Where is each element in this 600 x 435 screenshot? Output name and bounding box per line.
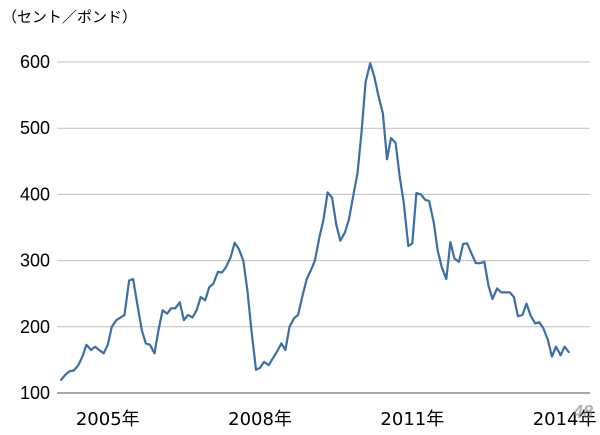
y-tick-label: 200: [20, 317, 50, 337]
x-tick-label: 2014年: [533, 409, 597, 430]
y-tick-label: 400: [20, 184, 50, 204]
x-axis-ticks: 2005年 2008年 2011年 2014年: [76, 409, 597, 430]
x-tick-label: 2011年: [380, 409, 444, 430]
y-tick-label: 600: [20, 52, 50, 72]
zdnet-watermark-logo: 48: [572, 402, 593, 422]
x-tick-label: 2008年: [228, 409, 292, 430]
series-line: [60, 62, 570, 381]
y-tick-label: 300: [20, 251, 50, 271]
y-axis-unit-label: （セント／ポンド）: [2, 8, 138, 26]
svg-text:48: 48: [572, 402, 593, 422]
y-axis-ticks: 100 200 300 400 500 600: [20, 52, 50, 403]
x-tick-label: 2005年: [76, 409, 140, 430]
y-tick-label: 100: [20, 383, 50, 403]
y-tick-label: 500: [20, 118, 50, 138]
gridlines: [57, 61, 590, 394]
